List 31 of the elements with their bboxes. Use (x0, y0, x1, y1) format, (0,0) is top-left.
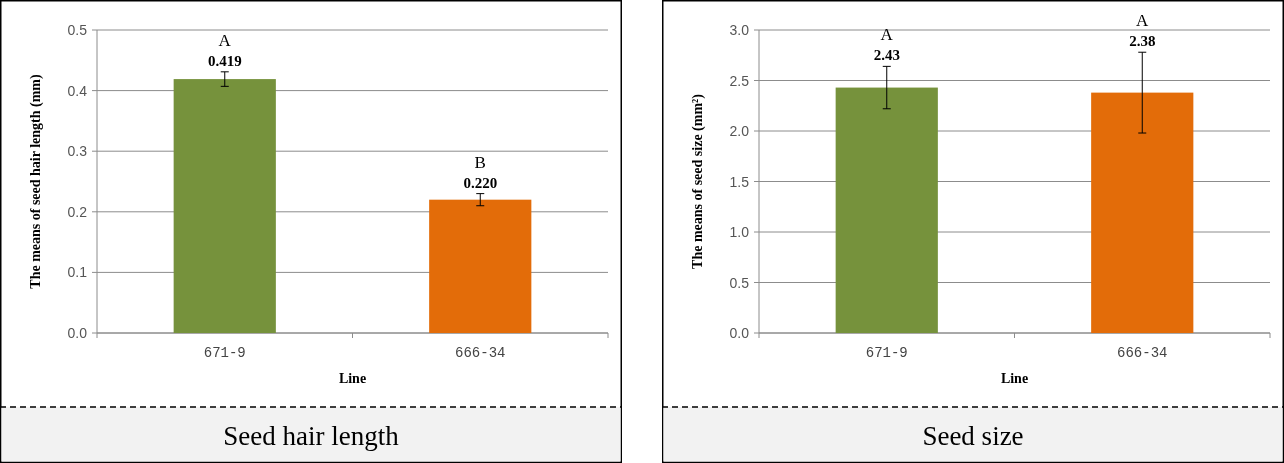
x-tick-label: 666-34 (455, 345, 506, 361)
y-tick-label: 2.5 (729, 72, 750, 89)
y-tick-label: 1.0 (729, 224, 750, 240)
annotation: A (880, 25, 894, 45)
y-tick-label: 1.5 (729, 173, 750, 190)
y-tick-label: 0.1 (67, 264, 88, 281)
x-tick-label: 666-34 (1117, 345, 1168, 361)
text: Seed size (922, 421, 1024, 451)
y-axis-title: The means of seed hair length (mm) (28, 73, 44, 289)
y-tick-label: 0.5 (729, 274, 750, 291)
annotation: B (474, 152, 486, 172)
x-axis-title: Line (1000, 371, 1029, 386)
data-label: 0.419 (207, 52, 242, 69)
y-tick-label: 3.0 (729, 22, 750, 38)
y-tick-label: 0.2 (67, 203, 88, 220)
y-axis-title: The means of seed size (mm²) (690, 93, 706, 269)
data-label: 2.38 (1129, 33, 1156, 50)
y-tick-label: 2.0 (729, 123, 750, 139)
annotation: A (218, 30, 232, 50)
x-tick-label: 671-9 (203, 345, 246, 361)
text: Seed hair length (223, 421, 400, 451)
x-tick-label: 671-9 (865, 345, 908, 361)
y-tick-label: 0.5 (67, 22, 88, 38)
y-tick-label: 0.4 (67, 82, 88, 99)
data-label: 2.43 (873, 47, 900, 64)
data-label: 0.220 (463, 174, 498, 191)
y-tick-label: 0.0 (67, 325, 88, 341)
y-tick-label: 0.0 (729, 325, 750, 341)
y-tick-label: 0.3 (67, 143, 88, 160)
annotation: A (1136, 11, 1150, 31)
x-axis-title: Line (338, 371, 367, 386)
